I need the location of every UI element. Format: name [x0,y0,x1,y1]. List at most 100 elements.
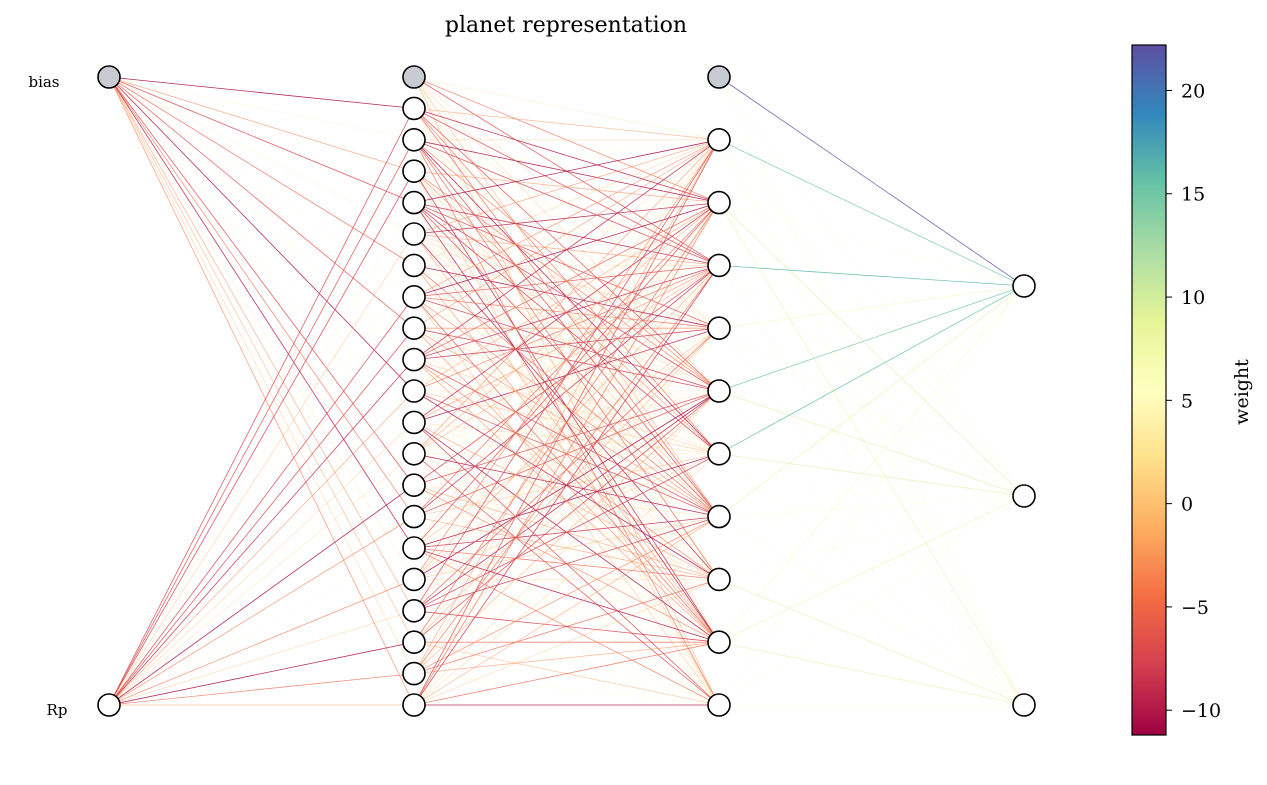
weight-edge [413,139,720,706]
weight-edge [108,76,415,423]
weight-edge [108,76,415,580]
neuron-node [402,536,426,560]
weight-edge [413,202,720,674]
weight-edge [108,76,415,517]
weight-edge [718,579,1025,706]
weight-edge [108,76,415,329]
neuron-node [707,128,731,152]
weight-edge [108,547,415,706]
weight-edge [108,453,415,706]
weight-edge [413,579,720,706]
colorbar-tick-label: 15 [1181,184,1205,206]
neuron-node [402,441,426,466]
neuron-node [402,316,426,341]
neuron-node [402,567,426,592]
weight-edge [108,76,415,109]
weight-edge [413,327,720,549]
neuron-node [402,190,426,215]
weight-edge [108,641,415,706]
weight-edge [718,516,1025,706]
weight-edge [718,495,1025,517]
neuron-node [402,222,426,246]
weight-edge [413,265,720,674]
weight-edge [718,453,1025,706]
colorbar-gradient [1131,44,1167,736]
weight-edge [718,285,1025,643]
weight-edge [413,579,720,674]
weight-edge [108,76,415,643]
weight-edge [718,139,1025,497]
neuron-node [402,504,426,529]
neuron-node [402,693,426,717]
weight-edge [413,327,720,674]
weight-edge [108,76,415,549]
neuron-node [707,379,731,403]
weight-edge [718,202,1025,497]
neuron-node [402,347,426,372]
weight-edge [413,139,720,392]
weight-edge [108,139,415,706]
weight-edge [413,139,720,172]
weight-edge [413,139,720,643]
neuron-node [402,630,426,655]
weight-edge [108,76,415,172]
weight-edge [108,233,415,706]
weight-edge [108,76,415,486]
weight-edge [718,285,1025,580]
weight-edge [718,390,1025,497]
weight-edge [108,516,415,706]
neuron-node [402,253,426,278]
weight-edge [413,390,720,612]
weight-edge [413,202,720,423]
weight-edge [413,516,720,674]
weight-edge [413,202,720,580]
weight-edge [413,390,720,643]
weight-edge [718,76,1025,497]
weight-edge [413,139,720,235]
colorbar-tick-label: 0 [1181,494,1193,516]
weight-edge [718,390,1025,706]
weight-edge [718,265,1025,497]
weight-edge [108,171,415,706]
bias-node [402,65,426,89]
bias-node [97,65,121,89]
weight-edge [413,265,720,517]
neuron-node [402,410,426,435]
weight-edge [718,285,1025,329]
weight-edge [108,76,415,392]
weight-edge [108,265,415,706]
node-group [97,65,1036,717]
input-label-bias: bias [28,73,59,91]
weight-edge [718,202,1025,287]
colorbar-tick-label: −10 [1181,700,1221,722]
weight-edge [108,422,415,706]
weight-edge [413,453,720,706]
weight-edge [413,139,720,612]
weight-edge [108,76,415,203]
colorbar-tick-label: 5 [1181,390,1193,412]
colorbar-tick-label: 10 [1181,287,1205,309]
neuron-node [402,473,426,498]
weight-edge [413,673,720,706]
weight-edge [413,76,720,141]
weight-edge [413,202,720,486]
weight-edge [718,202,1025,706]
weight-edge [413,641,720,674]
edge-group [108,76,1025,706]
neuron-node [707,253,731,278]
bias-node [707,65,731,89]
weight-edge [718,265,1025,287]
weight-edge [413,641,720,706]
neuron-node [402,598,426,623]
weight-edge [108,202,415,706]
weight-edge [108,484,415,706]
weight-edge [413,139,720,517]
weight-edge [413,202,720,329]
neuron-node [707,567,731,592]
weight-edge [108,76,415,360]
weight-edge [413,265,720,612]
weight-edge [108,610,415,706]
weight-edge [718,495,1025,706]
weight-edge [413,139,720,203]
